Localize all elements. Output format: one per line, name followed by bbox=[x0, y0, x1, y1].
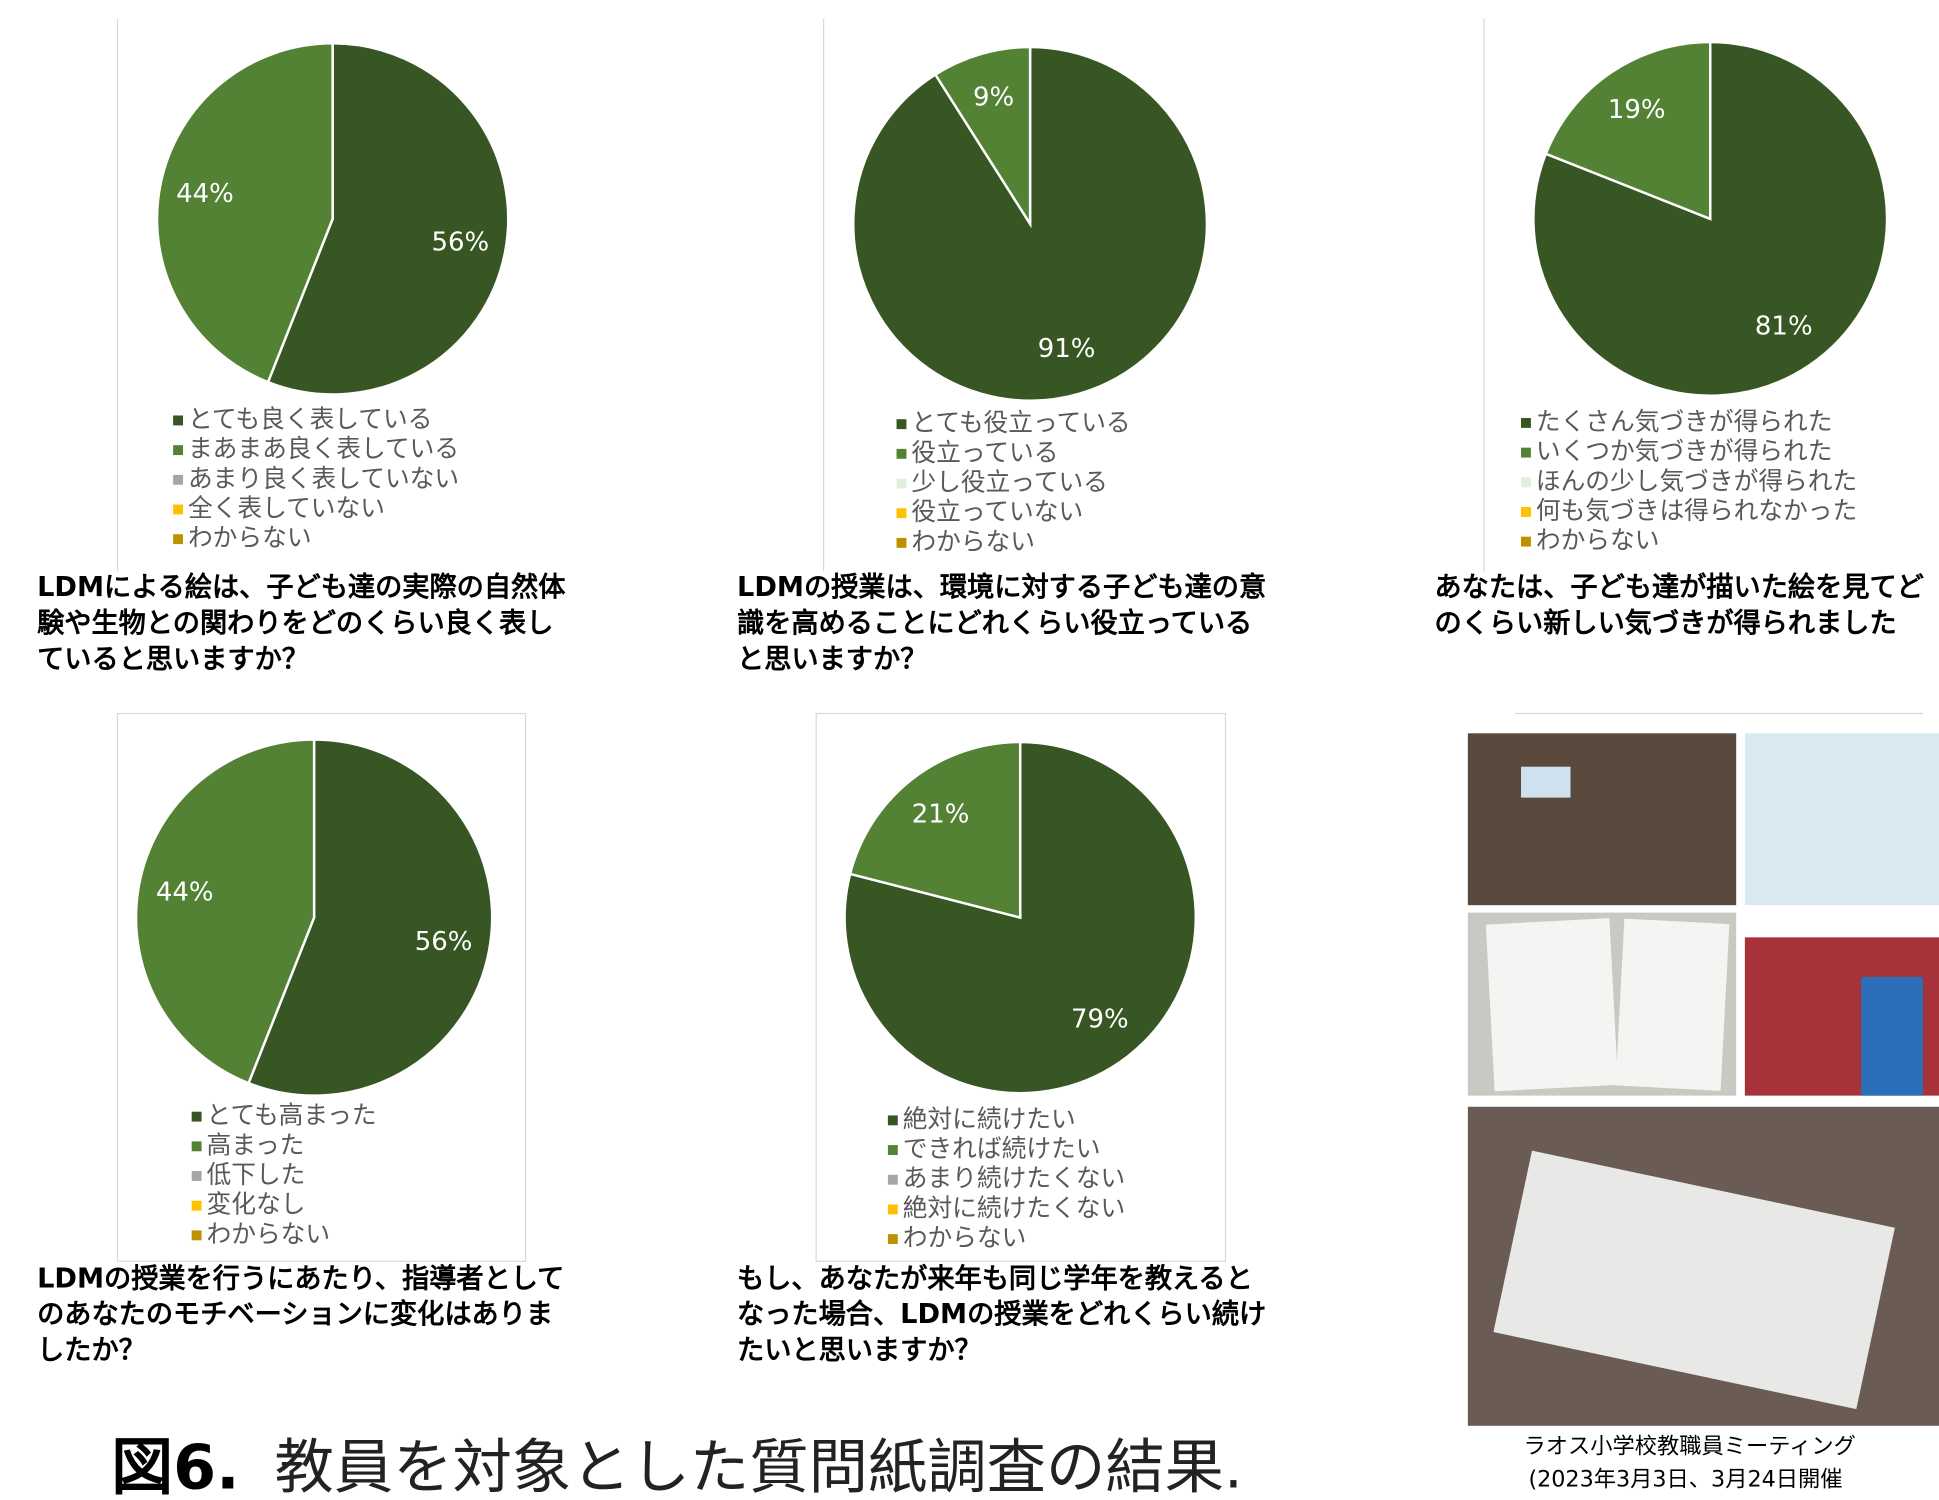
legend-label: まあまあ良く表している bbox=[188, 434, 459, 463]
legend-marker bbox=[888, 1234, 898, 1244]
legend-label: わからない bbox=[911, 527, 1035, 556]
question: もし、あなたが来年も同じ学年を教えると bbox=[737, 1262, 1253, 1294]
legend-label: わからない bbox=[1536, 526, 1660, 555]
legend-marker bbox=[888, 1145, 898, 1155]
legend-label: たくさん気づきが得られた bbox=[1536, 407, 1833, 436]
data-label: 9% bbox=[973, 83, 1014, 113]
legend-marker bbox=[173, 415, 183, 425]
question: のくらい新しい気づきが得られました bbox=[1434, 607, 1896, 639]
photo-detail bbox=[1521, 767, 1570, 798]
photo-detail bbox=[1616, 919, 1730, 1091]
data-label: 44% bbox=[176, 179, 234, 209]
question: なった場合、LDMの授業をどれくらい続け bbox=[737, 1298, 1266, 1330]
photo-detail bbox=[1861, 977, 1923, 1096]
question: ていると思いますか？ bbox=[37, 644, 309, 675]
legend-label: わからない bbox=[207, 1219, 331, 1248]
question: LDMの授業は、環境に対する子ども達の意 bbox=[737, 571, 1266, 603]
legend-label: できれば続けたい bbox=[903, 1134, 1101, 1163]
page: ラオス小学校教職員ミーティング (2023年3月3日、3月24日開催 図6. 教… bbox=[0, 0, 1939, 1500]
photo bbox=[1745, 733, 1939, 905]
legend-label: 絶対に続けたい bbox=[903, 1104, 1076, 1133]
legend-marker bbox=[897, 508, 907, 518]
legend-label: わからない bbox=[903, 1223, 1027, 1252]
question: たいと思いますか？ bbox=[737, 1335, 982, 1366]
legend-label: 何も気づきは得られなかった bbox=[1536, 496, 1857, 525]
legend-marker bbox=[173, 475, 183, 485]
photo-detail bbox=[1486, 918, 1618, 1091]
legend-marker bbox=[1521, 448, 1531, 458]
data-label: 81% bbox=[1755, 312, 1813, 342]
legend-label: 絶対に続けたくない bbox=[903, 1193, 1125, 1222]
legend-marker bbox=[173, 505, 183, 515]
legend-marker bbox=[173, 534, 183, 544]
legend-marker bbox=[888, 1204, 898, 1214]
legend-label: 全く表していない bbox=[188, 493, 385, 522]
question: 験や生物との関わりをどのくらい良く表し bbox=[37, 607, 553, 639]
question: と思いますか？ bbox=[737, 644, 927, 675]
legend-marker bbox=[1521, 477, 1531, 487]
question: 識を高めることにどれくらい役立っている bbox=[737, 607, 1252, 639]
legend-label: あまり続けたくない bbox=[903, 1164, 1125, 1193]
legend-marker bbox=[1521, 507, 1531, 517]
legend-label: いくつか気づきが得られた bbox=[1536, 437, 1833, 466]
legend-marker bbox=[192, 1141, 202, 1151]
legend-marker bbox=[173, 445, 183, 455]
legend-marker bbox=[897, 419, 907, 429]
legend-label: 少し役立っている bbox=[911, 468, 1108, 497]
legend-label: 低下した bbox=[207, 1160, 306, 1189]
legend-marker bbox=[192, 1230, 202, 1240]
legend-label: 役立っている bbox=[911, 438, 1058, 467]
photo-caption: (2023年3月3日、3月24日開催 bbox=[1528, 1467, 1842, 1493]
photo-caption: ラオス小学校教職員ミーティング bbox=[1523, 1433, 1855, 1459]
legend-marker bbox=[192, 1201, 202, 1211]
legend-marker bbox=[888, 1175, 898, 1185]
legend-label: あまり良く表していない bbox=[188, 464, 459, 493]
legend-label: わからない bbox=[188, 523, 312, 552]
legend-marker bbox=[1521, 418, 1531, 428]
legend-marker bbox=[192, 1112, 202, 1122]
legend-label: とても高まった bbox=[207, 1101, 377, 1130]
data-label: 79% bbox=[1071, 1005, 1129, 1035]
legend-label: 高まった bbox=[207, 1130, 305, 1159]
data-label: 56% bbox=[415, 927, 473, 957]
legend-marker bbox=[897, 538, 907, 548]
figure-label: 図6. bbox=[111, 1432, 239, 1500]
legend-marker bbox=[888, 1115, 898, 1125]
legend-label: とても良く表している bbox=[188, 404, 432, 433]
data-label: 19% bbox=[1608, 95, 1666, 125]
legend-label: ほんの少し気づきが得られた bbox=[1536, 466, 1857, 495]
legend-marker bbox=[897, 479, 907, 489]
question: LDMの授業を行うにあたり、指導者として bbox=[37, 1262, 564, 1294]
question: したか？ bbox=[37, 1335, 146, 1366]
legend-label: 役立っていない bbox=[911, 497, 1083, 526]
legend-marker bbox=[897, 449, 907, 459]
question: あなたは、子ども達が描いた絵を見てど bbox=[1434, 571, 1924, 603]
data-label: 56% bbox=[431, 228, 489, 258]
figure-caption: 教員を対象とした質問紙調査の結果. bbox=[275, 1433, 1243, 1500]
photo bbox=[1468, 733, 1736, 905]
legend-marker bbox=[1521, 537, 1531, 547]
data-label: 44% bbox=[156, 877, 214, 907]
data-label: 21% bbox=[912, 799, 970, 829]
data-label: 91% bbox=[1038, 334, 1096, 364]
question: LDMによる絵は、子ども達の実際の自然体 bbox=[37, 571, 566, 603]
legend-label: とても役立っている bbox=[911, 408, 1130, 437]
legend-marker bbox=[192, 1171, 202, 1181]
figure: ラオス小学校教職員ミーティング (2023年3月3日、3月24日開催 図6. 教… bbox=[0, 0, 1939, 1500]
question: のあなたのモチベーションに変化はありま bbox=[37, 1298, 553, 1330]
legend-label: 変化なし bbox=[207, 1190, 306, 1219]
